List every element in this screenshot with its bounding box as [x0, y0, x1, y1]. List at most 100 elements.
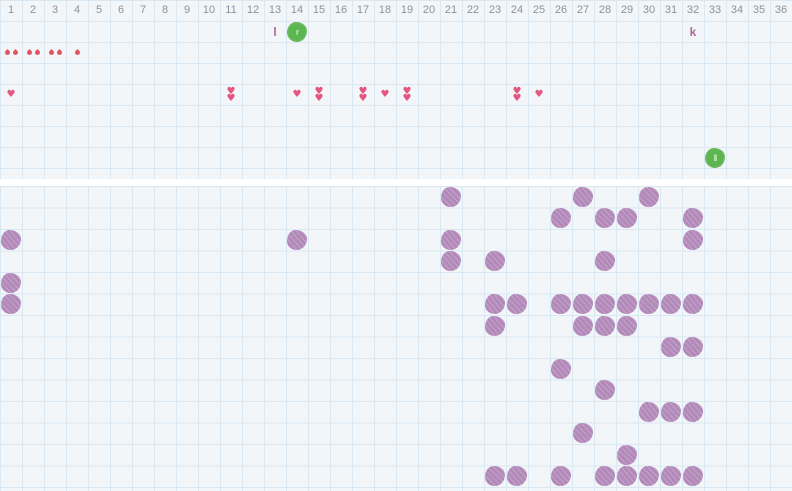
- purple-scribble-icon[interactable]: [661, 294, 681, 315]
- grid-cell[interactable]: [550, 207, 572, 230]
- purple-scribble-icon[interactable]: [594, 251, 616, 272]
- grid-cell[interactable]: [440, 229, 462, 251]
- grid-cell[interactable]: [682, 293, 704, 316]
- grid-cell[interactable]: [682, 229, 704, 251]
- grid-cell[interactable]: ♥ ♥: [352, 84, 374, 105]
- purple-scribble-icon[interactable]: [682, 293, 704, 315]
- grid-cell[interactable]: [484, 293, 506, 316]
- grid-cell[interactable]: [616, 208, 638, 230]
- purple-scribble-icon[interactable]: [594, 379, 616, 401]
- grid-cell[interactable]: ♥: [528, 84, 550, 105]
- grid-cell[interactable]: [682, 207, 704, 230]
- grid-cell[interactable]: [594, 207, 616, 230]
- grid-cell[interactable]: ♥ ♥: [220, 84, 242, 105]
- grid-cell[interactable]: [682, 465, 704, 488]
- grid-cell[interactable]: [0, 42, 22, 63]
- grid-cell[interactable]: [572, 186, 594, 208]
- heart-icon-group[interactable]: ♥ ♥: [227, 86, 236, 103]
- grid-cell[interactable]: [484, 465, 506, 488]
- purple-scribble-icon[interactable]: [286, 229, 308, 250]
- purple-scribble-icon[interactable]: [440, 229, 462, 251]
- purple-scribble-icon[interactable]: [0, 293, 22, 315]
- purple-scribble-icon[interactable]: [594, 207, 616, 229]
- grid-cell[interactable]: [594, 315, 616, 337]
- grid-cell[interactable]: ♥ ♥: [506, 84, 528, 105]
- green-scribble-icon[interactable]: r: [286, 20, 308, 43]
- purple-scribble-icon[interactable]: [572, 186, 594, 208]
- purple-scribble-icon[interactable]: [594, 315, 616, 337]
- grid-cell[interactable]: r: [286, 20, 308, 43]
- heart-icon-group[interactable]: ♥: [535, 90, 544, 100]
- grid-cell[interactable]: [550, 358, 572, 380]
- grid-cell[interactable]: [660, 401, 682, 423]
- grid-cell[interactable]: k: [682, 21, 704, 42]
- purple-scribble-icon[interactable]: [638, 186, 660, 208]
- grid-cell[interactable]: [638, 465, 660, 488]
- purple-scribble-icon[interactable]: [616, 315, 638, 336]
- grid-cell[interactable]: [286, 229, 308, 251]
- grid-cell[interactable]: [616, 465, 638, 488]
- grid-cell[interactable]: [0, 293, 22, 316]
- grid-cell[interactable]: [550, 293, 572, 316]
- grid-cell[interactable]: [638, 293, 660, 316]
- purple-scribble-icon[interactable]: [616, 294, 638, 315]
- grid-cell[interactable]: [594, 251, 616, 273]
- heart-icon-group[interactable]: ♥: [381, 90, 390, 100]
- heart-icon-group[interactable]: ♥ ♥: [315, 86, 324, 103]
- purple-scribble-icon[interactable]: [682, 465, 704, 487]
- grid-cell[interactable]: [0, 229, 22, 251]
- purple-scribble-icon[interactable]: [660, 336, 682, 358]
- grid-cell[interactable]: [594, 293, 616, 316]
- purple-scribble-icon[interactable]: [638, 293, 660, 315]
- grid-cell[interactable]: [22, 42, 44, 63]
- grid-cell[interactable]: [660, 336, 682, 359]
- purple-scribble-icon[interactable]: [572, 423, 594, 444]
- droplet-icon-group[interactable]: [3, 48, 19, 57]
- grid-cell[interactable]: ll: [704, 146, 726, 169]
- purple-scribble-icon[interactable]: [682, 207, 704, 229]
- purple-scribble-icon[interactable]: [682, 229, 704, 250]
- grid-cell[interactable]: [44, 42, 66, 63]
- purple-scribble-icon[interactable]: [440, 186, 462, 208]
- purple-scribble-icon[interactable]: [550, 358, 572, 379]
- purple-scribble-icon[interactable]: [484, 293, 506, 315]
- heart-icon-group[interactable]: ♥: [293, 90, 302, 100]
- grid-cell[interactable]: [506, 466, 528, 488]
- grid-cell[interactable]: [660, 294, 682, 316]
- purple-scribble-icon[interactable]: [683, 337, 703, 358]
- grid-cell[interactable]: [616, 315, 638, 337]
- purple-scribble-icon[interactable]: [484, 315, 506, 337]
- heart-icon-group[interactable]: ♥ ♥: [359, 86, 368, 103]
- heart-icon-group[interactable]: ♥: [7, 90, 16, 100]
- grid-cell[interactable]: ♥ ♥: [308, 84, 330, 105]
- letter-mark-l[interactable]: l: [273, 24, 277, 39]
- purple-scribble-icon[interactable]: [682, 401, 704, 423]
- grid-cell[interactable]: [572, 293, 594, 316]
- top-section[interactable]: 1 2 3 4 5 6 7 8 9 10 11 12 13 14 15 16 17 18 19 20 21 22 23 24 2…: [0, 0, 792, 179]
- droplet-icon-group[interactable]: [25, 48, 41, 57]
- droplet-icon-group[interactable]: [47, 48, 63, 57]
- purple-scribble-icon[interactable]: [550, 293, 572, 315]
- grid-cell[interactable]: ♥: [286, 84, 308, 105]
- grid-cell[interactable]: [616, 294, 638, 316]
- purple-scribble-icon[interactable]: [616, 444, 638, 466]
- green-scribble-icon[interactable]: ll: [704, 146, 726, 169]
- grid-cell[interactable]: [550, 466, 572, 488]
- grid-cell[interactable]: [682, 337, 704, 359]
- grid-cell[interactable]: ♥ ♥: [396, 84, 418, 105]
- grid-cell[interactable]: [484, 315, 506, 337]
- purple-scribble-icon[interactable]: [551, 466, 571, 487]
- purple-scribble-icon[interactable]: [0, 272, 22, 293]
- grid-cell[interactable]: ♥: [0, 84, 22, 105]
- grid-cell[interactable]: [660, 465, 682, 488]
- purple-scribble-icon[interactable]: [594, 293, 616, 315]
- grid-cell[interactable]: [506, 294, 528, 316]
- purple-scribble-icon[interactable]: [660, 465, 682, 487]
- purple-scribble-icon[interactable]: [660, 401, 682, 422]
- grid-cell[interactable]: [572, 315, 594, 337]
- purple-scribble-icon[interactable]: [506, 466, 528, 487]
- purple-scribble-icon[interactable]: [484, 465, 506, 487]
- grid-cell[interactable]: [616, 444, 638, 466]
- purple-scribble-icon[interactable]: [617, 208, 637, 229]
- purple-scribble-icon[interactable]: [484, 251, 506, 272]
